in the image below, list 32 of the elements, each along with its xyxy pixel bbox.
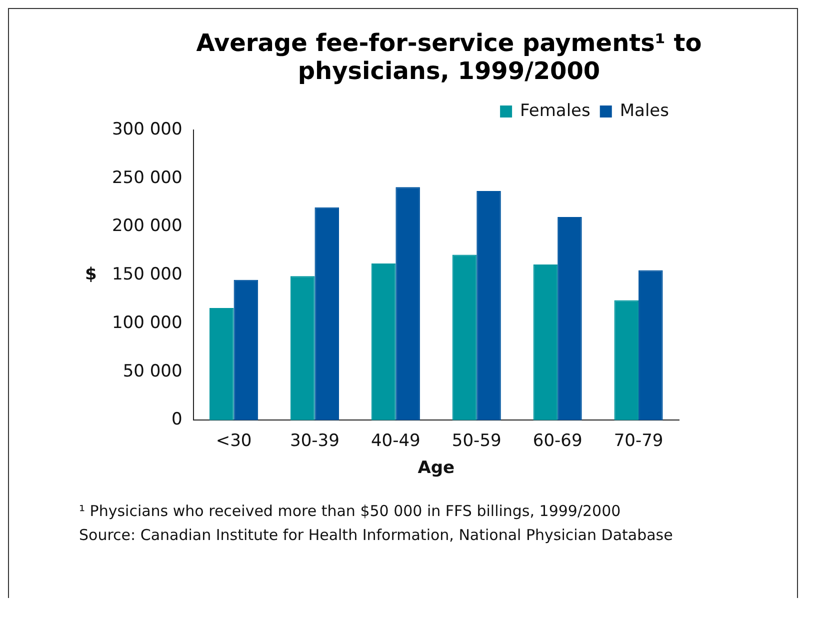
bar [558, 217, 582, 420]
x-tick-label: <30 [216, 430, 252, 451]
legend-label: Females [520, 100, 591, 121]
bar [476, 190, 501, 420]
y-tick-label: 150 000 [112, 264, 182, 285]
bar [314, 207, 340, 420]
bar [452, 254, 477, 420]
text: ¹ Physicians who received more than $50 000 in FFS billings, 1999/2000 [79, 501, 622, 522]
bar [396, 187, 420, 420]
x-tick-label: 50-59 [452, 430, 502, 451]
x-tick-label: 70-79 [614, 430, 664, 451]
bar [614, 300, 639, 420]
y-tick-label: 250 000 [112, 168, 182, 188]
bar [371, 263, 396, 420]
y-axis-title: $ [85, 264, 97, 285]
bar [234, 280, 258, 420]
x-tick-label: 60-69 [532, 430, 582, 451]
y-tick-label: 100 000 [112, 312, 182, 333]
bar [533, 264, 558, 420]
y-tick-label: 300 000 [112, 119, 182, 140]
y-tick-label: 50 000 [122, 361, 182, 382]
source-note: Source: Canadian Institute for Health Information, National Physician Database [79, 525, 674, 546]
bar [209, 308, 234, 420]
legend-label: Males [620, 100, 670, 121]
chart-title: Average fee-for-service payments¹ to physicians, 1999/2000 [195, 29, 703, 85]
y-tick-label: 0 [171, 410, 182, 430]
x-axis-title: Age [418, 458, 455, 478]
bar [638, 270, 663, 420]
bar [290, 276, 315, 420]
x-tick-label: 30-39 [290, 430, 340, 451]
y-tick-label: 200 000 [112, 216, 182, 236]
x-tick-label: 40-49 [370, 430, 420, 451]
